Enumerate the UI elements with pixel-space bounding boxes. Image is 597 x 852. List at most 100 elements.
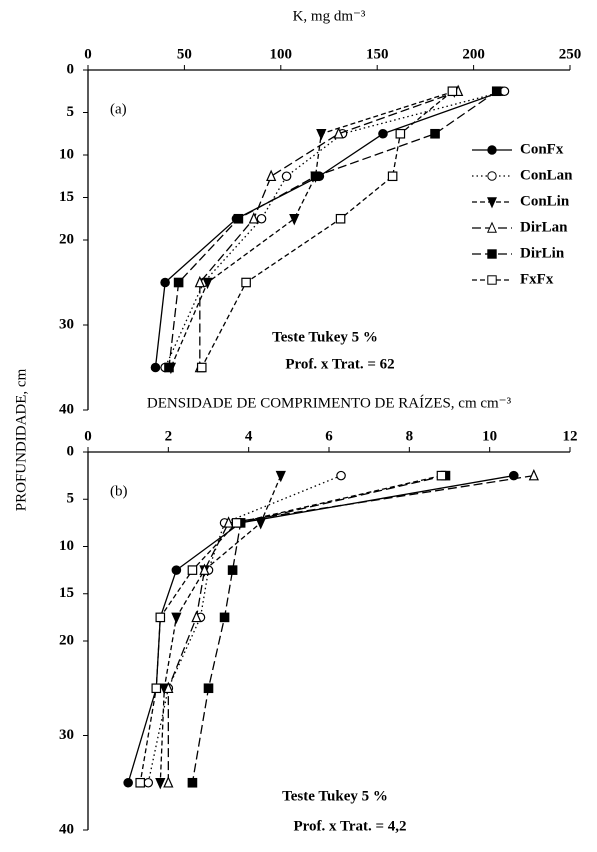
y-tick-label: 40 — [59, 821, 74, 837]
marker — [155, 777, 166, 790]
legend-marker — [487, 145, 497, 155]
marker — [335, 213, 346, 224]
marker — [281, 171, 292, 182]
y-tick-label: 15 — [59, 189, 74, 205]
marker — [150, 362, 161, 373]
legend-label: ConLin — [520, 193, 570, 209]
marker — [203, 683, 214, 694]
legend-marker — [487, 221, 497, 233]
x-tick-label: 150 — [366, 46, 389, 62]
y-tick-label: 30 — [59, 727, 74, 743]
marker — [447, 86, 458, 97]
marker — [528, 468, 539, 481]
y-tick-label: 15 — [59, 585, 74, 601]
series-line — [167, 474, 534, 783]
annotation: Teste Tukey 5 % — [272, 329, 378, 345]
x-tick-label: 50 — [177, 46, 192, 62]
annotation: Teste Tukey 5 % — [282, 788, 388, 804]
y-tick-label: 20 — [59, 632, 74, 648]
y-tick-label: 30 — [59, 316, 74, 332]
marker — [255, 518, 266, 530]
x-axis-label: K, mg dm⁻³ — [293, 8, 366, 24]
series-line — [170, 90, 455, 368]
marker — [266, 169, 277, 182]
series-line — [199, 90, 459, 368]
marker — [395, 128, 406, 139]
y-tick-label: 5 — [67, 491, 75, 507]
legend-label: DirLan — [520, 219, 568, 235]
marker — [199, 563, 210, 575]
x-tick-label: 200 — [462, 46, 485, 62]
marker — [491, 86, 502, 97]
legend-label: DirLin — [520, 245, 565, 261]
marker — [164, 362, 174, 373]
marker — [233, 213, 244, 224]
x-tick-label: 2 — [165, 428, 173, 444]
legend-marker — [487, 197, 497, 209]
marker — [135, 777, 146, 788]
x-tick-label: 4 — [245, 428, 253, 444]
marker — [187, 777, 198, 788]
series-line — [147, 475, 342, 783]
marker — [151, 683, 162, 694]
marker — [241, 277, 251, 288]
legend-label: ConLan — [520, 167, 573, 183]
marker — [123, 777, 133, 788]
y-axis-label: PROFUNDIDADE, cm — [13, 368, 29, 511]
panel-label: (a) — [110, 101, 127, 117]
marker — [289, 213, 300, 226]
marker — [194, 275, 205, 288]
marker — [143, 777, 154, 788]
legend-marker — [487, 275, 497, 285]
marker — [171, 565, 182, 575]
x-tick-label: 0 — [84, 428, 92, 444]
marker — [155, 612, 166, 623]
marker — [336, 470, 346, 481]
marker — [227, 565, 238, 575]
legend-marker — [487, 171, 497, 181]
marker — [378, 128, 388, 139]
y-tick-label: 40 — [59, 401, 74, 417]
marker — [275, 470, 286, 483]
marker — [163, 681, 174, 694]
series-line — [164, 90, 505, 368]
marker — [160, 277, 170, 288]
legend-label: FxFx — [520, 271, 554, 287]
y-tick-label: 0 — [67, 443, 75, 459]
legend-marker — [487, 249, 497, 259]
marker — [387, 171, 398, 182]
marker — [430, 128, 440, 139]
marker — [171, 612, 182, 625]
marker — [310, 171, 321, 182]
marker — [163, 776, 174, 788]
marker — [316, 128, 327, 141]
x-tick-label: 12 — [563, 428, 578, 444]
series-line — [159, 475, 282, 783]
x-tick-label: 250 — [559, 46, 582, 62]
marker — [436, 470, 447, 481]
x-tick-label: 100 — [270, 46, 293, 62]
marker — [187, 565, 198, 575]
y-tick-label: 0 — [67, 61, 75, 77]
series-line — [154, 90, 503, 368]
y-tick-label: 10 — [59, 146, 74, 162]
x-tick-label: 8 — [406, 428, 414, 444]
marker — [173, 277, 184, 288]
series-line — [127, 474, 514, 783]
y-tick-label: 10 — [59, 538, 74, 554]
series-line — [201, 90, 453, 368]
marker — [248, 212, 259, 224]
series-line — [139, 474, 442, 783]
marker — [196, 362, 207, 373]
marker — [231, 518, 242, 528]
marker — [333, 127, 344, 139]
marker — [219, 612, 230, 623]
x-axis-label: DENSIDADE DE COMPRIMENTO DE RAÍZES, cm c… — [147, 394, 512, 411]
marker — [256, 213, 267, 224]
marker — [508, 470, 519, 481]
annotation: Prof. x Trat. = 62 — [285, 356, 394, 372]
panel-label: (b) — [110, 483, 128, 499]
x-tick-label: 10 — [482, 428, 497, 444]
marker — [191, 610, 202, 623]
